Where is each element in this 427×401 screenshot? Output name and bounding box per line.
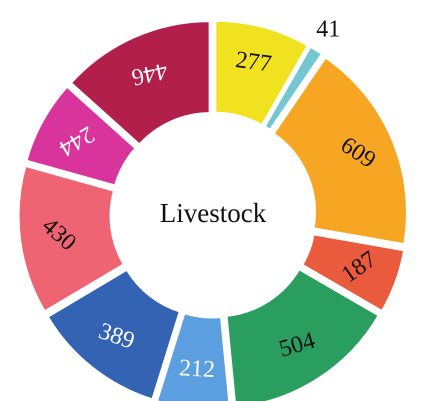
donut-segment (299, 232, 407, 314)
donut-segment (261, 43, 325, 133)
donut-segment (270, 54, 409, 247)
donut-segment (23, 83, 139, 188)
donut-segment (16, 163, 127, 315)
donut-segment (68, 19, 212, 148)
donut-segment (224, 266, 382, 401)
data-label: 277 (234, 47, 273, 77)
data-label: 41 (316, 17, 340, 43)
donut-segment (154, 310, 232, 401)
center-label: Livestock (160, 198, 267, 228)
data-label: 212 (178, 355, 215, 383)
donut-segment (213, 18, 311, 128)
donut-segment (45, 267, 183, 401)
